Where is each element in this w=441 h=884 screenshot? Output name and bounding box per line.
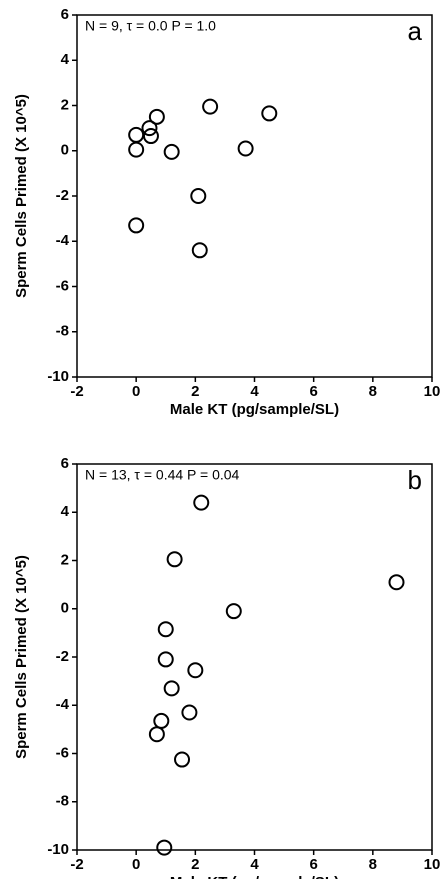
- point: [388, 574, 405, 591]
- x-tick-label: -2: [70, 856, 83, 873]
- y-tick-label: -8: [56, 793, 69, 810]
- point: [128, 217, 145, 234]
- x-tick-label: 4: [250, 856, 259, 873]
- point: [261, 105, 278, 122]
- point: [128, 141, 145, 158]
- point: [190, 188, 207, 204]
- point: [237, 140, 254, 157]
- y-tick-label: 2: [61, 96, 69, 113]
- y-tick-label: 4: [61, 51, 70, 68]
- y-tick-label: -8: [56, 323, 69, 340]
- x-tick-label: 0: [132, 856, 140, 873]
- y-tick-label: -10: [47, 841, 69, 858]
- panel-label: a: [408, 16, 423, 46]
- point: [166, 551, 183, 568]
- y-tick-label: -2: [56, 187, 69, 204]
- y-tick-label: -6: [56, 277, 69, 294]
- x-tick-label: 10: [424, 383, 441, 400]
- y-tick-label: 6: [61, 455, 69, 472]
- y-tick-label: 6: [61, 6, 69, 23]
- point: [181, 704, 198, 721]
- point: [142, 128, 159, 145]
- panel-label: b: [408, 465, 422, 495]
- annotation: N = 9, τ = 0.0 P = 1.0: [85, 18, 216, 34]
- y-tick-label: -4: [56, 696, 70, 713]
- point: [191, 242, 208, 259]
- point: [163, 143, 180, 160]
- point: [153, 712, 170, 729]
- x-tick-label: 8: [369, 856, 377, 873]
- point: [148, 726, 165, 743]
- y-axis-label: Sperm Cells Primed (X 10^5): [13, 94, 30, 298]
- x-tick-label: -2: [70, 383, 83, 400]
- point: [187, 662, 204, 679]
- y-axis-label: Sperm Cells Primed (X 10^5): [13, 555, 30, 759]
- plot-frame: [76, 463, 433, 851]
- plot-frame: [76, 14, 433, 378]
- x-tick-label: 2: [191, 856, 199, 873]
- x-tick-label: 6: [309, 856, 317, 873]
- y-tick-label: 2: [61, 551, 69, 568]
- point: [128, 126, 145, 143]
- y-tick-label: 0: [61, 600, 69, 617]
- x-tick-label: 8: [369, 383, 377, 400]
- point: [141, 120, 158, 137]
- point: [225, 603, 242, 620]
- x-axis-label: Male KT (pg/sample/SL): [170, 874, 339, 879]
- x-tick-label: 4: [250, 383, 259, 400]
- x-tick-label: 10: [424, 856, 441, 873]
- point: [193, 494, 210, 511]
- point: [174, 751, 191, 768]
- x-tick-label: 2: [191, 383, 199, 400]
- point: [163, 680, 180, 697]
- x-axis-label: Male KT (pg/sample/SL): [170, 401, 339, 418]
- y-tick-label: 4: [61, 503, 70, 520]
- point: [157, 651, 174, 668]
- x-tick-label: 6: [309, 383, 317, 400]
- point: [202, 98, 219, 115]
- annotation: N = 13, τ = 0.44 P = 0.04: [85, 467, 240, 483]
- y-tick-label: -4: [56, 232, 70, 249]
- x-tick-label: 0: [132, 383, 140, 400]
- y-tick-label: -10: [47, 368, 69, 385]
- y-tick-label: -6: [56, 744, 69, 761]
- y-tick-label: -2: [56, 648, 69, 665]
- point: [148, 108, 165, 125]
- point: [156, 839, 173, 856]
- y-tick-label: 0: [61, 142, 69, 159]
- point: [157, 621, 174, 638]
